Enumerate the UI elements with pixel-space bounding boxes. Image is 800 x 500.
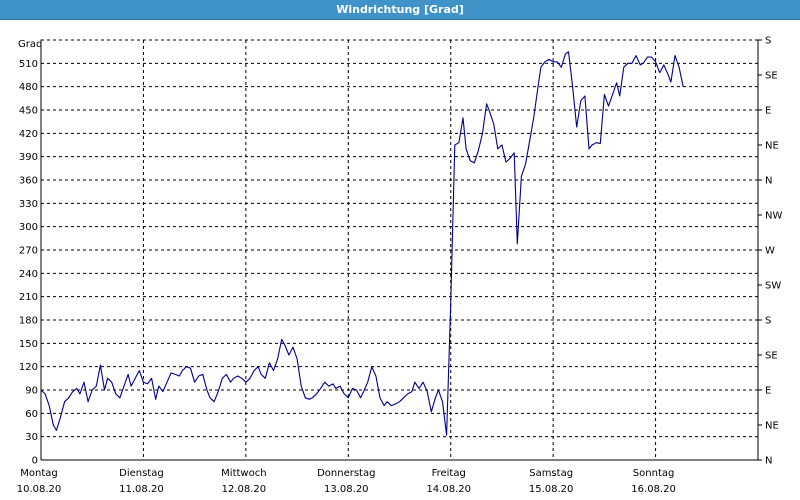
y-axis-label: Grad [18,39,42,50]
y-tick-label: 330 [19,199,38,210]
y-tick-label: 90 [25,386,38,397]
right-axis-label: NW [765,211,782,222]
x-tick-day-label: Mittwoch [221,468,266,479]
x-tick-day-label: Montag [20,468,57,479]
wind-direction-chart: 0 30 60 90 120 150 180 210 240 270 300 330 360 390 420… [17,36,783,496]
y-tick-label: 450 [19,106,38,117]
tick-labels: 0 30 60 90 120 150 180 210 240 270 300 330 360 390 420… [17,36,783,496]
right-axis-label: N [765,456,772,467]
right-axis-label: E [765,106,771,117]
right-axis-label: SE [765,351,778,362]
y-tick-label: 510 [19,59,38,70]
x-tick-date-label: 12.08.20 [222,484,267,495]
x-tick-date-label: 10.08.20 [17,484,62,495]
y-tick-label: 60 [25,409,38,420]
y-tick-label: 240 [19,269,38,280]
right-axis-label: SE [765,71,778,82]
grid-lines [41,39,759,460]
series-layer [40,51,684,436]
x-tick-day-label: Sonntag [633,468,675,479]
y-tick-label: 420 [19,129,38,140]
x-tick-day-label: Freitag [432,468,466,479]
right-axis-label: N [765,176,772,187]
right-axis-label: E [765,386,771,397]
y-tick-label: 360 [19,176,38,187]
y-tick-label: 480 [19,82,38,93]
right-axis-label: S [765,36,771,47]
x-tick-day-label: Dienstag [119,468,164,479]
y-tick-label: 300 [19,222,38,233]
right-axis-label: NE [765,421,779,432]
y-tick-label: 180 [19,316,38,327]
x-tick-date-label: 16.08.20 [631,484,676,495]
y-tick-label: 150 [19,339,38,350]
x-tick-day-label: Samstag [529,468,573,479]
right-axis-label: W [765,246,775,257]
y-tick-label: 270 [19,246,38,257]
x-tick-date-label: 15.08.20 [529,484,574,495]
y-tick-label: 120 [19,362,38,373]
y-tick-label: 0 [32,456,38,467]
series-line [40,51,684,436]
window-title: Windrichtung [Grad] [0,0,800,20]
y-tick-label: 30 [25,432,38,443]
y-tick-label: 210 [19,292,38,303]
right-axis-label: NE [765,141,779,152]
right-axis-label: S [765,316,771,327]
x-tick-day-label: Donnerstag [317,468,375,479]
x-tick-date-label: 14.08.20 [426,484,471,495]
x-tick-date-label: 11.08.20 [119,484,164,495]
right-axis-label: SW [765,281,781,292]
y-tick-label: 390 [19,152,38,163]
x-tick-date-label: 13.08.20 [324,484,369,495]
